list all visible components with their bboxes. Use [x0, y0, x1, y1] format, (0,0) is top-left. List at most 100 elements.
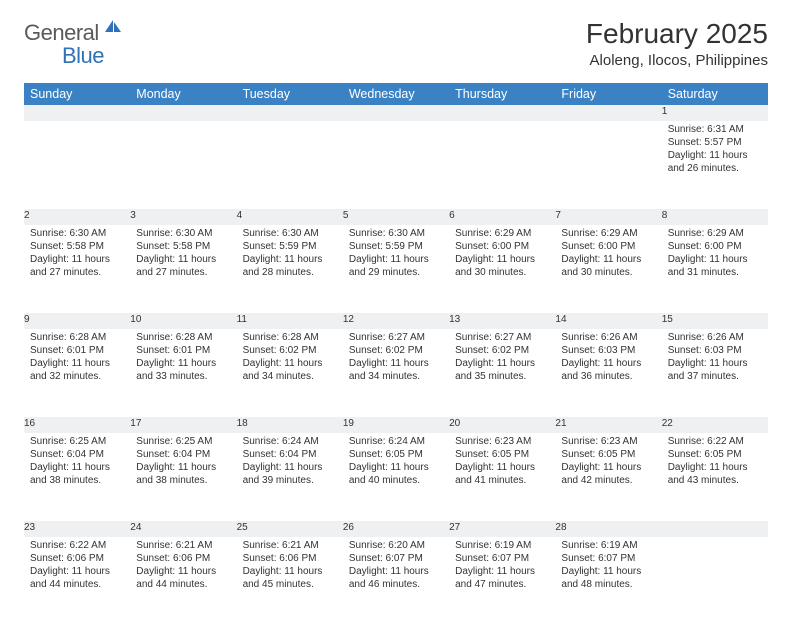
sunset-text: Sunset: 6:02 PM [243, 344, 337, 357]
day-cell: Sunrise: 6:25 AMSunset: 6:04 PMDaylight:… [24, 433, 130, 521]
daylight-text: and 39 minutes. [243, 474, 337, 487]
daylight-text: and 30 minutes. [455, 266, 549, 279]
sunset-text: Sunset: 5:59 PM [349, 240, 443, 253]
day-cell: Sunrise: 6:30 AMSunset: 5:59 PMDaylight:… [343, 225, 449, 313]
sunset-text: Sunset: 5:58 PM [136, 240, 230, 253]
daylight-text: and 31 minutes. [668, 266, 762, 279]
day-details: Sunrise: 6:25 AMSunset: 6:04 PMDaylight:… [130, 433, 236, 491]
logo-sail-icon [103, 18, 123, 39]
day-number: 11 [237, 313, 343, 329]
day-cell: Sunrise: 6:22 AMSunset: 6:05 PMDaylight:… [662, 433, 768, 521]
daylight-text: and 27 minutes. [136, 266, 230, 279]
day-number: 22 [662, 417, 768, 433]
daylight-text: Daylight: 11 hours [243, 357, 337, 370]
day-number: 1 [662, 105, 768, 121]
sunset-text: Sunset: 6:02 PM [349, 344, 443, 357]
daynum-row: 9101112131415 [24, 313, 768, 329]
daylight-text: and 28 minutes. [243, 266, 337, 279]
day-number [555, 105, 661, 121]
day-cell: Sunrise: 6:26 AMSunset: 6:03 PMDaylight:… [555, 329, 661, 417]
sunrise-text: Sunrise: 6:19 AM [561, 539, 655, 552]
daylight-text: and 46 minutes. [349, 578, 443, 591]
day-number: 8 [662, 209, 768, 225]
sunrise-text: Sunrise: 6:30 AM [136, 227, 230, 240]
day-header: Friday [555, 83, 661, 105]
day-number: 3 [130, 209, 236, 225]
day-cell: Sunrise: 6:25 AMSunset: 6:04 PMDaylight:… [130, 433, 236, 521]
day-number: 17 [130, 417, 236, 433]
daylight-text: and 29 minutes. [349, 266, 443, 279]
sunrise-text: Sunrise: 6:28 AM [243, 331, 337, 344]
daylight-text: Daylight: 11 hours [349, 461, 443, 474]
daylight-text: and 33 minutes. [136, 370, 230, 383]
day-details: Sunrise: 6:23 AMSunset: 6:05 PMDaylight:… [555, 433, 661, 491]
day-cell: Sunrise: 6:29 AMSunset: 6:00 PMDaylight:… [555, 225, 661, 313]
daylight-text: Daylight: 11 hours [30, 565, 124, 578]
day-header: Thursday [449, 83, 555, 105]
sunset-text: Sunset: 6:05 PM [668, 448, 762, 461]
sunrise-text: Sunrise: 6:28 AM [30, 331, 124, 344]
sunrise-text: Sunrise: 6:21 AM [136, 539, 230, 552]
day-details: Sunrise: 6:22 AMSunset: 6:05 PMDaylight:… [662, 433, 768, 491]
day-details: Sunrise: 6:19 AMSunset: 6:07 PMDaylight:… [555, 537, 661, 595]
title-block: February 2025 Aloleng, Ilocos, Philippin… [586, 18, 768, 69]
day-cell [130, 121, 236, 209]
daylight-text: and 38 minutes. [30, 474, 124, 487]
day-details: Sunrise: 6:30 AMSunset: 5:59 PMDaylight:… [237, 225, 343, 283]
daylight-text: and 43 minutes. [668, 474, 762, 487]
day-cell: Sunrise: 6:24 AMSunset: 6:04 PMDaylight:… [237, 433, 343, 521]
day-header: Sunday [24, 83, 130, 105]
day-number: 18 [237, 417, 343, 433]
daylight-text: Daylight: 11 hours [455, 357, 549, 370]
sunrise-text: Sunrise: 6:24 AM [243, 435, 337, 448]
sunset-text: Sunset: 6:01 PM [136, 344, 230, 357]
day-cell [555, 121, 661, 209]
daylight-text: Daylight: 11 hours [136, 357, 230, 370]
day-number: 5 [343, 209, 449, 225]
day-number [449, 105, 555, 121]
day-details: Sunrise: 6:24 AMSunset: 6:04 PMDaylight:… [237, 433, 343, 491]
daylight-text: Daylight: 11 hours [30, 461, 124, 474]
day-number: 27 [449, 521, 555, 537]
sunset-text: Sunset: 6:06 PM [30, 552, 124, 565]
sunset-text: Sunset: 6:02 PM [455, 344, 549, 357]
location: Aloleng, Ilocos, Philippines [586, 52, 768, 69]
daylight-text: and 30 minutes. [561, 266, 655, 279]
sunrise-text: Sunrise: 6:23 AM [455, 435, 549, 448]
day-details: Sunrise: 6:30 AMSunset: 5:59 PMDaylight:… [343, 225, 449, 283]
daylight-text: Daylight: 11 hours [668, 253, 762, 266]
day-cell: Sunrise: 6:28 AMSunset: 6:01 PMDaylight:… [24, 329, 130, 417]
day-header: Tuesday [237, 83, 343, 105]
sunset-text: Sunset: 6:00 PM [668, 240, 762, 253]
daylight-text: and 48 minutes. [561, 578, 655, 591]
day-header: Monday [130, 83, 236, 105]
daylight-text: and 27 minutes. [30, 266, 124, 279]
day-number: 4 [237, 209, 343, 225]
daylight-text: Daylight: 11 hours [455, 565, 549, 578]
day-details: Sunrise: 6:28 AMSunset: 6:02 PMDaylight:… [237, 329, 343, 387]
day-cell: Sunrise: 6:27 AMSunset: 6:02 PMDaylight:… [343, 329, 449, 417]
daylight-text: Daylight: 11 hours [349, 253, 443, 266]
day-cell: Sunrise: 6:30 AMSunset: 5:59 PMDaylight:… [237, 225, 343, 313]
daylight-text: Daylight: 11 hours [668, 149, 762, 162]
sunset-text: Sunset: 6:05 PM [349, 448, 443, 461]
day-cell [24, 121, 130, 209]
sunset-text: Sunset: 6:03 PM [561, 344, 655, 357]
calendar-page: General February 2025 Aloleng, Ilocos, P… [0, 0, 792, 625]
daylight-text: Daylight: 11 hours [561, 565, 655, 578]
day-header: Saturday [662, 83, 768, 105]
daylight-text: Daylight: 11 hours [455, 253, 549, 266]
day-number [24, 105, 130, 121]
day-cell: Sunrise: 6:30 AMSunset: 5:58 PMDaylight:… [24, 225, 130, 313]
daylight-text: and 32 minutes. [30, 370, 124, 383]
day-cell: Sunrise: 6:23 AMSunset: 6:05 PMDaylight:… [555, 433, 661, 521]
day-number [130, 105, 236, 121]
day-number: 12 [343, 313, 449, 329]
daylight-text: and 42 minutes. [561, 474, 655, 487]
day-number: 9 [24, 313, 130, 329]
day-details: Sunrise: 6:27 AMSunset: 6:02 PMDaylight:… [343, 329, 449, 387]
sunrise-text: Sunrise: 6:19 AM [455, 539, 549, 552]
logo-text-blue: Blue [62, 43, 104, 68]
day-number: 10 [130, 313, 236, 329]
day-cell: Sunrise: 6:24 AMSunset: 6:05 PMDaylight:… [343, 433, 449, 521]
